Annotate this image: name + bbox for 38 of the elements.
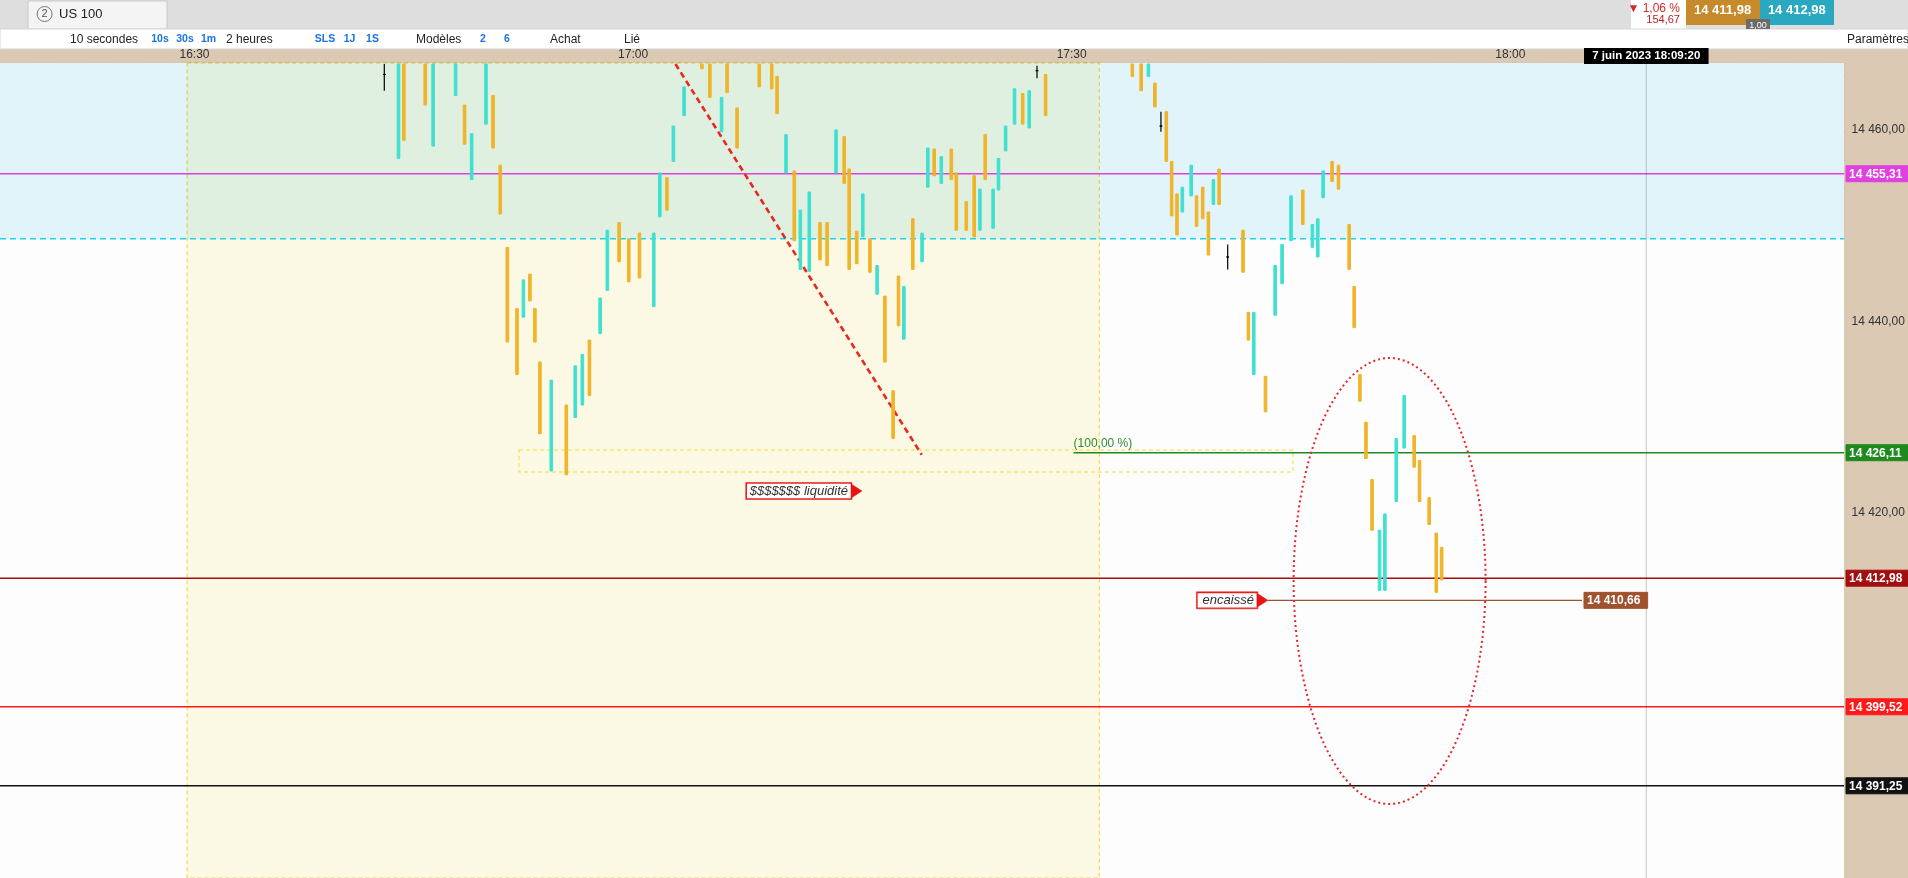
ref-line-label: 14 399,52 [1849,699,1903,714]
annotation: encaissé [1202,592,1254,608]
x-tick-label: 17:30 [1056,46,1088,61]
text: Achat [550,31,582,46]
x-tick-label: 17:00 [618,46,649,61]
text: 10 secondes [70,31,139,46]
text: 14 411,98 [1694,2,1752,17]
chart-title: US 100 [59,6,103,21]
text: Paramètres [1847,31,1908,46]
text: 1,00 [1749,19,1767,30]
x-tick-label: 18:00 [1495,46,1526,61]
data-label: 14 426,11 [1849,445,1903,460]
text: 14 412,98 [1767,2,1826,17]
ref-line-label: 14 412,98 [1849,571,1903,586]
ref-line-label: 7 juin 2023 18:09:20 [1592,49,1701,61]
text: 2 [480,31,487,44]
text: 10s [151,31,169,44]
y-tick-label: 14 440,00 [1851,313,1906,328]
text: 30s [176,31,194,44]
text: 2 [41,7,48,19]
text: SLS [314,31,336,44]
text: 2 heures [226,31,273,46]
annotation: $$$$$$$ liquidité [748,483,848,498]
text: 1S [366,31,379,44]
text: ▼ 1,06 % [1627,0,1681,15]
text: Modèles [416,31,462,46]
ref-line-label: 14 391,25 [1849,778,1903,793]
data-label: 14 410,66 [1586,593,1641,608]
ref-line-label: 14 455,31 [1849,166,1903,181]
x-tick-label: 16:30 [179,46,210,61]
text: 154,67 [1646,12,1680,25]
text: Lié [624,31,641,46]
y-tick-label: 14 460,00 [1851,122,1906,137]
text: 1J [343,31,356,44]
text: 1m [200,31,217,44]
y-tick-label: 14 420,00 [1851,504,1906,519]
text: 6 [504,31,511,44]
annotation: (100,00 %) [1073,435,1133,450]
